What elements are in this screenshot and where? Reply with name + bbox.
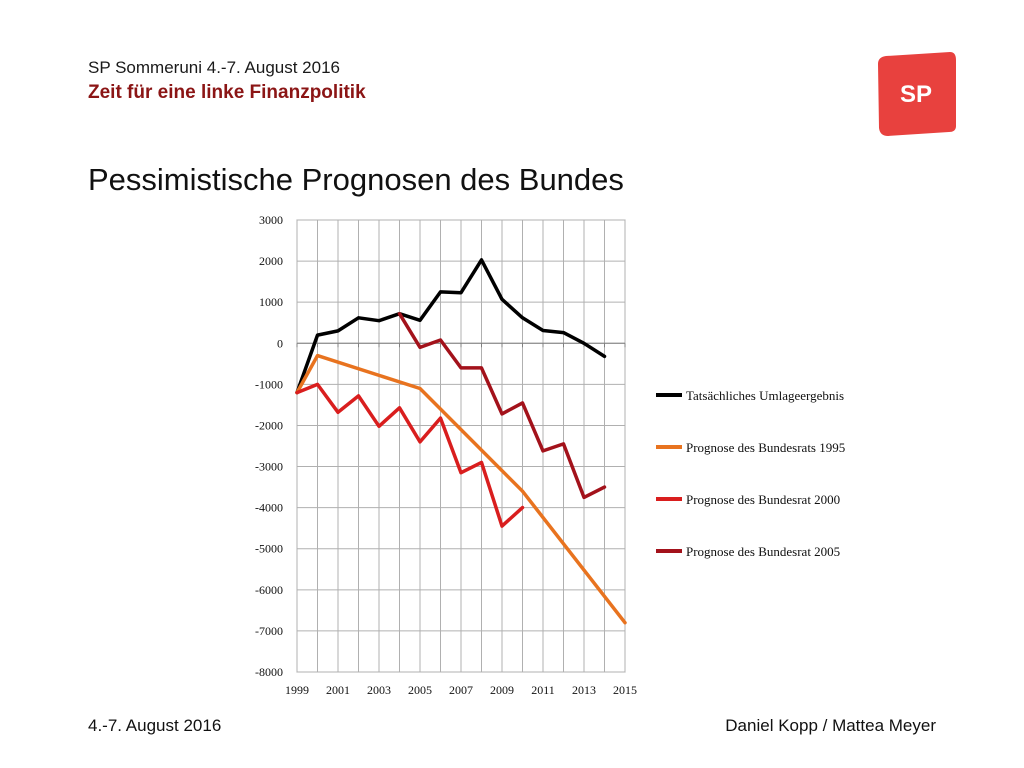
legend-item: Prognose des Bundesrat 2000	[656, 492, 856, 544]
chart-legend: Tatsächliches Umlageergebnis Prognose des…	[656, 388, 856, 596]
legend-label: Prognose des Bundesrat 2000	[686, 492, 841, 507]
x-tick-label: 2001	[326, 683, 350, 697]
y-tick-label: -5000	[255, 542, 283, 556]
x-tick-label: 2009	[490, 683, 514, 697]
series-line-1	[295, 258, 607, 395]
y-tick-label: -4000	[255, 501, 283, 515]
legend-swatch	[656, 549, 682, 553]
x-tick-label: 2003	[367, 683, 391, 697]
header-subtitle: Zeit für eine linke Finanzpolitik	[88, 82, 366, 103]
y-tick-label: 0	[277, 336, 283, 350]
legend-item: Prognose des Bundesrat 2005	[656, 544, 856, 596]
legend-item: Prognose des Bundesrats 1995	[656, 440, 856, 492]
sp-logo-text: SP	[900, 81, 932, 108]
legend-swatch	[656, 445, 682, 449]
legend-label: Prognose des Bundesrat 2005	[686, 544, 841, 559]
y-tick-label: -8000	[255, 665, 283, 679]
legend-label: Tatsächliches Umlageergebnis	[686, 388, 845, 403]
footer-date: 4.-7. August 2016	[88, 716, 222, 735]
sp-logo-shape	[878, 52, 956, 136]
y-tick-label: -3000	[255, 460, 283, 474]
sp-logo: SP	[878, 52, 956, 136]
legend-swatch	[656, 393, 682, 397]
y-tick-label: 1000	[259, 295, 283, 309]
legend-label: Prognose des Bundesrats 1995	[686, 440, 846, 455]
legend-swatch	[656, 497, 682, 501]
series-line-2	[295, 353, 627, 625]
x-tick-label: 2015	[613, 683, 637, 697]
y-tick-label: 3000	[259, 213, 283, 227]
series-line-3	[295, 382, 525, 528]
x-tick-label: 2013	[572, 683, 596, 697]
legend-item: Tatsächliches Umlageergebnis	[656, 388, 856, 440]
slide-title: Pessimistische Prognosen des Bundes	[88, 162, 624, 197]
x-tick-label: 2011	[531, 683, 555, 697]
y-tick-label: -6000	[255, 583, 283, 597]
y-tick-label: -7000	[255, 624, 283, 638]
y-tick-label: -1000	[255, 377, 283, 391]
y-tick-label: -2000	[255, 418, 283, 432]
header-event: SP Sommeruni 4.-7. August 2016	[88, 58, 341, 77]
y-tick-label: 2000	[259, 254, 283, 268]
x-tick-label: 1999	[285, 683, 309, 697]
series-line-4	[397, 311, 607, 500]
x-tick-label: 2007	[449, 683, 473, 697]
footer-authors: Daniel Kopp / Mattea Meyer	[725, 716, 936, 735]
x-tick-label: 2005	[408, 683, 432, 697]
